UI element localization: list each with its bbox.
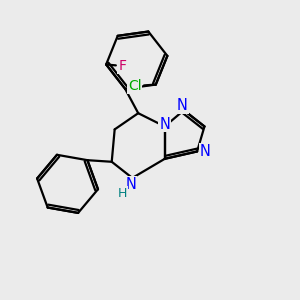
Text: N: N xyxy=(200,144,211,159)
Text: Cl: Cl xyxy=(128,79,141,93)
Text: N: N xyxy=(177,98,188,113)
Text: N: N xyxy=(125,177,136,192)
Text: H: H xyxy=(118,187,128,200)
Text: N: N xyxy=(159,117,170,132)
Text: F: F xyxy=(118,59,126,73)
